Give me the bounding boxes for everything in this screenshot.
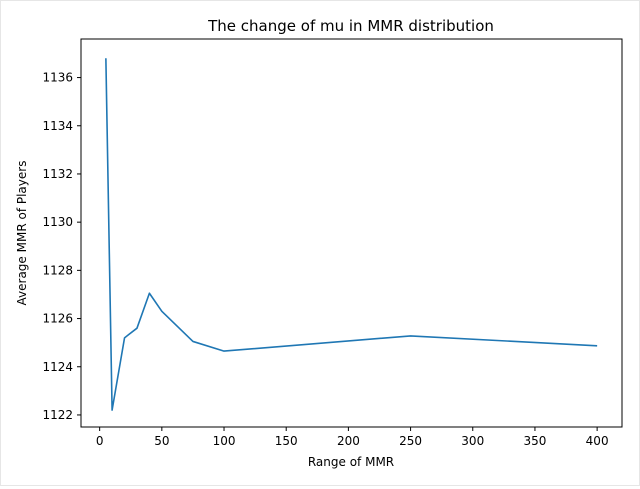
y-tick-label: 1130 xyxy=(42,215,73,229)
y-axis-ticks: 1122 1124 1126 1128 1130 1132 1134 1136 xyxy=(42,71,81,422)
x-tick-label: 100 xyxy=(213,434,236,448)
chart-title: The change of mu in MMR distribution xyxy=(207,17,494,35)
x-axis-ticks: 0 50 100 150 200 250 300 350 400 xyxy=(96,427,609,448)
y-tick-label: 1128 xyxy=(42,263,73,277)
y-tick-label: 1124 xyxy=(42,360,73,374)
x-tick-label: 400 xyxy=(586,434,609,448)
y-tick-label: 1132 xyxy=(42,167,73,181)
y-tick-label: 1126 xyxy=(42,312,73,326)
y-axis-label: Average MMR of Players xyxy=(15,161,29,306)
x-tick-label: 150 xyxy=(275,434,298,448)
y-tick-label: 1122 xyxy=(42,408,73,422)
series-line xyxy=(105,58,598,411)
x-tick-label: 300 xyxy=(461,434,484,448)
series-layer xyxy=(105,58,598,411)
y-tick-label: 1136 xyxy=(42,71,73,85)
x-tick-label: 200 xyxy=(337,434,360,448)
x-tick-label: 250 xyxy=(399,434,422,448)
x-tick-label: 50 xyxy=(154,434,169,448)
x-tick-label: 0 xyxy=(96,434,104,448)
x-tick-label: 350 xyxy=(523,434,546,448)
plot-area-frame xyxy=(80,38,623,428)
x-axis-label: Range of MMR xyxy=(308,455,394,469)
y-tick-label: 1134 xyxy=(42,119,73,133)
